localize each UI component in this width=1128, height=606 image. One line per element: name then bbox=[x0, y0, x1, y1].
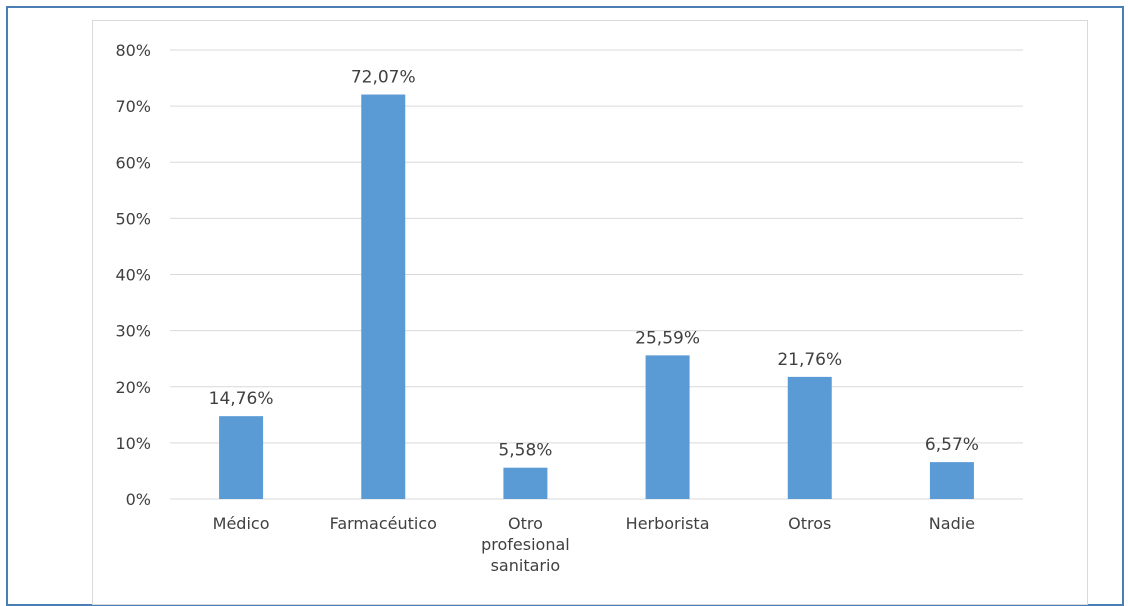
bar bbox=[787, 376, 832, 499]
x-tick-label: Otros bbox=[788, 514, 831, 533]
data-labels: 14,76% 72,07% 5,58% 25,59% 21,76% 6,57% bbox=[209, 68, 979, 461]
y-tick-label: 20% bbox=[115, 378, 151, 397]
y-tick-label: 80% bbox=[115, 41, 151, 60]
x-tick-label: Farmacéutico bbox=[330, 514, 437, 533]
bar bbox=[503, 467, 548, 499]
y-tick-label: 60% bbox=[115, 153, 151, 172]
x-tick-label: Médico bbox=[213, 514, 270, 533]
data-label: 5,58% bbox=[498, 441, 552, 461]
bar bbox=[361, 94, 406, 499]
bar-chart: 0% 10% 20% 30% 40% 50% 60% 70% 80% 14,76% 72,07% 5… bbox=[115, 41, 1023, 575]
y-tick-label: 50% bbox=[115, 209, 151, 228]
x-axis: Médico Farmacéutico Otro profesional sanitar… bbox=[213, 514, 975, 575]
bar bbox=[645, 355, 690, 499]
bars bbox=[219, 94, 974, 499]
x-tick-label: Otro profesional sanitario bbox=[481, 514, 570, 575]
y-tick-label: 40% bbox=[115, 266, 151, 285]
y-axis: 0% 10% 20% 30% 40% 50% 60% 70% 80% bbox=[115, 41, 151, 509]
data-label: 72,07% bbox=[351, 68, 416, 88]
x-tick-label: Nadie bbox=[929, 514, 975, 533]
y-tick-label: 70% bbox=[115, 97, 151, 116]
x-tick-label: Herborista bbox=[626, 514, 710, 533]
data-label: 6,57% bbox=[925, 435, 979, 455]
bar bbox=[929, 462, 974, 499]
data-label: 21,76% bbox=[777, 350, 842, 370]
y-tick-label: 10% bbox=[115, 434, 151, 453]
y-tick-label: 0% bbox=[126, 490, 151, 509]
y-tick-label: 30% bbox=[115, 322, 151, 341]
data-label: 14,76% bbox=[209, 389, 274, 409]
bar bbox=[219, 416, 264, 499]
gridlines bbox=[170, 49, 1023, 500]
data-label: 25,59% bbox=[635, 328, 700, 348]
